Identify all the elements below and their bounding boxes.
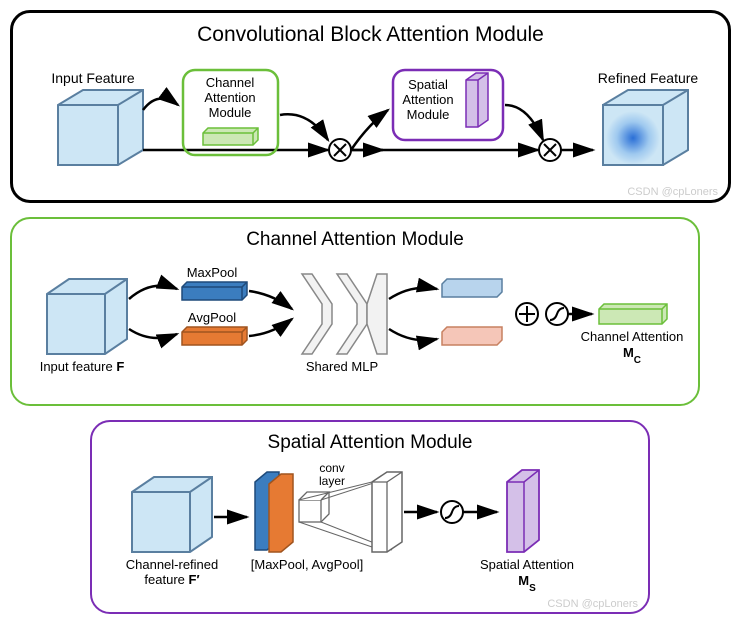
watermark: CSDN @cpLoners (627, 186, 718, 198)
spatial-attention-out (507, 470, 539, 552)
sam-svg: Channel-refined feature F′ [MaxPool, Avg… (107, 462, 637, 597)
out-bar-2 (442, 327, 502, 345)
cam-svg: Input feature F MaxPool AvgPool (27, 259, 687, 389)
cbam-panel: Convolutional Block Attention Module Inp… (10, 10, 731, 203)
spatial-slab-icon (466, 73, 488, 127)
svg-text:Module: Module (209, 105, 252, 120)
cam-panel: Channel Attention Module Input feature F… (10, 217, 700, 406)
svg-text:Channel-refined: Channel-refined (126, 557, 219, 572)
pool-slabs (255, 472, 293, 552)
svg-text:layer: layer (319, 474, 345, 488)
refined-label: Refined Feature (598, 70, 699, 86)
input-label: Input Feature (51, 70, 134, 86)
refined-cube (603, 90, 688, 165)
svg-text:Spatial: Spatial (408, 77, 448, 92)
svg-text:[MaxPool, AvgPool]: [MaxPool, AvgPool] (251, 557, 364, 572)
channel-attention-out (599, 304, 667, 324)
avgpool-bar (182, 327, 247, 345)
cbam-title: Convolutional Block Attention Module (28, 23, 713, 47)
out-bar-1 (442, 279, 502, 297)
svg-text:Attention: Attention (402, 92, 453, 107)
svg-text:Spatial Attention: Spatial Attention (480, 557, 574, 572)
svg-text:MaxPool: MaxPool (187, 265, 238, 280)
shared-mlp (302, 274, 387, 354)
conv-output-slab (372, 472, 402, 552)
cam-input-cube (47, 279, 127, 354)
svg-text:Module: Module (407, 107, 450, 122)
svg-text:Channel Attention: Channel Attention (581, 329, 684, 344)
sam-title: Spatial Attention Module (107, 432, 633, 454)
maxpool-bar (182, 282, 247, 300)
sam-input-cube (132, 477, 212, 552)
cbam-svg: Input Feature Channel Attention Module (28, 55, 718, 185)
watermark: CSDN @cpLoners (547, 598, 638, 610)
svg-text:AvgPool: AvgPool (188, 310, 236, 325)
svg-text:Attention: Attention (204, 90, 255, 105)
svg-text:MC: MC (623, 345, 641, 366)
svg-text:feature F′: feature F′ (144, 572, 199, 587)
svg-text:Shared MLP: Shared MLP (306, 359, 378, 374)
svg-text:MS: MS (518, 573, 536, 594)
svg-text:Channel: Channel (206, 75, 255, 90)
svg-text:Input feature F: Input feature F (40, 359, 125, 374)
channel-bar-icon (203, 128, 258, 145)
input-cube (58, 90, 143, 165)
sam-panel: Spatial Attention Module Channel-refined… (90, 420, 650, 614)
cam-title: Channel Attention Module (27, 229, 683, 251)
